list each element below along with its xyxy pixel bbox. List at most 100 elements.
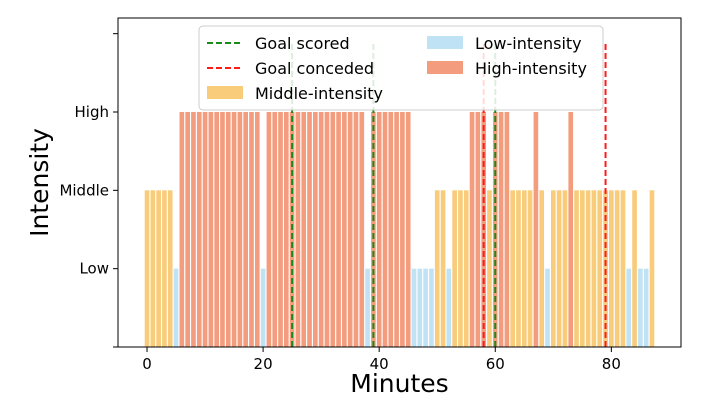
bar-minute-79-middle (603, 190, 608, 347)
bar-minute-1-middle (150, 190, 156, 347)
y-tick-label-low: Low (79, 260, 109, 278)
bar-minute-76-middle (585, 190, 591, 347)
x-tick-label-20: 20 (254, 355, 273, 373)
legend-label-low-intensity: Low-intensity (475, 34, 582, 53)
legend: Goal scored Goal conceded Middle-intensity… (198, 25, 604, 111)
x-tick-label-80: 80 (602, 355, 621, 373)
bar-minute-51-middle (440, 190, 446, 347)
bar-minute-57-high (475, 112, 481, 347)
bar-minute-24-high (284, 112, 289, 347)
bar-minute-49-low (429, 268, 434, 347)
bar-minute-30-high (318, 112, 324, 347)
bar-minute-52-low (446, 268, 452, 347)
bar-minute-56-high (469, 112, 475, 347)
bar-minute-82-middle (620, 190, 626, 347)
legend-label-goal-scored: Goal scored (255, 34, 350, 53)
bar-minute-50-middle (434, 190, 440, 347)
bar-minute-62-high (504, 112, 510, 347)
legend-swatch-high-intensity (427, 61, 463, 74)
bar-minute-87-middle (649, 190, 655, 347)
bar-minute-26-high (295, 112, 301, 347)
bar-minute-61-high (498, 112, 504, 347)
bar-minute-36-high (353, 112, 359, 347)
bar-minute-75-middle (580, 190, 585, 347)
bar-minute-34-high (342, 112, 347, 347)
x-tick-label-40: 40 (370, 355, 389, 373)
legend-swatch-low-intensity (427, 36, 463, 49)
bar-minute-6-high (179, 112, 185, 347)
bar-minute-81-middle (614, 190, 620, 347)
bar-minute-45-high (405, 112, 411, 347)
bar-minute-44-high (400, 112, 405, 347)
bar-minute-23-high (278, 112, 283, 347)
y-axis-ticks: Low Middle High (59, 33, 118, 348)
y-axis-title: Intensity (25, 128, 54, 237)
bar-minute-70-middle (550, 190, 556, 347)
bar-minute-64-middle (516, 190, 521, 347)
bar-minute-9-high (196, 112, 202, 347)
bar-minute-27-high (301, 112, 307, 347)
bar-minute-68-middle (539, 190, 545, 347)
bar-minute-46-low (411, 268, 417, 347)
bar-minute-0-middle (144, 190, 150, 347)
bar-minute-72-middle (562, 190, 568, 347)
bars-group (144, 112, 655, 347)
bar-minute-84-middle (632, 190, 637, 347)
bar-minute-42-high (388, 112, 394, 347)
bar-minute-15-high (231, 112, 237, 347)
bar-minute-18-high (249, 112, 254, 347)
bar-minute-35-high (347, 112, 353, 347)
bar-minute-67-high (533, 112, 539, 347)
bar-minute-77-middle (591, 190, 597, 347)
bar-minute-11-high (208, 112, 214, 347)
bar-minute-86-low (643, 268, 649, 347)
bar-minute-63-middle (510, 190, 515, 347)
x-tick-label-60: 60 (486, 355, 505, 373)
bar-minute-66-middle (527, 190, 533, 347)
legend-label-middle-intensity: Middle-intensity (255, 84, 383, 103)
bar-minute-19-high (254, 112, 260, 347)
x-axis-ticks: 0 20 40 60 80 (142, 347, 621, 373)
bar-minute-71-middle (556, 190, 562, 347)
bar-minute-54-middle (458, 190, 463, 347)
bar-minute-55-middle (463, 190, 469, 347)
bar-minute-17-high (243, 112, 249, 347)
bar-minute-32-high (330, 112, 336, 347)
legend-box (198, 25, 604, 111)
y-tick-label-high: High (75, 103, 109, 121)
bar-minute-37-high (359, 112, 365, 347)
bar-minute-47-low (417, 268, 423, 347)
bar-minute-40-high (376, 112, 382, 347)
bar-minute-80-middle (609, 190, 614, 347)
x-axis-title: Minutes (350, 369, 448, 398)
bar-minute-2-middle (156, 190, 161, 347)
bar-minute-31-high (324, 112, 330, 347)
plot-frame (117, 17, 682, 348)
bar-minute-59-middle (487, 190, 492, 347)
bar-minute-28-high (307, 112, 312, 347)
bar-minute-85-low (638, 268, 643, 347)
legend-label-high-intensity: High-intensity (475, 59, 587, 78)
bar-minute-65-middle (521, 190, 527, 347)
bar-minute-38-low (365, 268, 370, 347)
bar-minute-12-high (214, 112, 219, 347)
bar-minute-20-low (260, 268, 266, 347)
bar-minute-74-middle (574, 190, 579, 347)
bar-minute-4-middle (167, 190, 173, 347)
bar-minute-33-high (336, 112, 341, 347)
bar-minute-13-high (220, 112, 225, 347)
legend-swatch-middle-intensity (207, 86, 243, 99)
bar-minute-3-middle (162, 190, 167, 347)
bar-minute-7-high (185, 112, 190, 347)
bar-minute-22-high (272, 112, 278, 347)
bar-minute-73-high (568, 112, 574, 347)
bar-minute-53-middle (452, 190, 457, 347)
y-tick-label-middle: Middle (59, 181, 109, 199)
bar-minute-21-high (266, 112, 272, 347)
bar-minute-41-high (382, 112, 388, 347)
bar-minute-10-high (202, 112, 208, 347)
bar-minute-69-low (545, 268, 550, 347)
bar-minute-78-middle (597, 190, 603, 347)
bar-minute-8-high (191, 112, 196, 347)
